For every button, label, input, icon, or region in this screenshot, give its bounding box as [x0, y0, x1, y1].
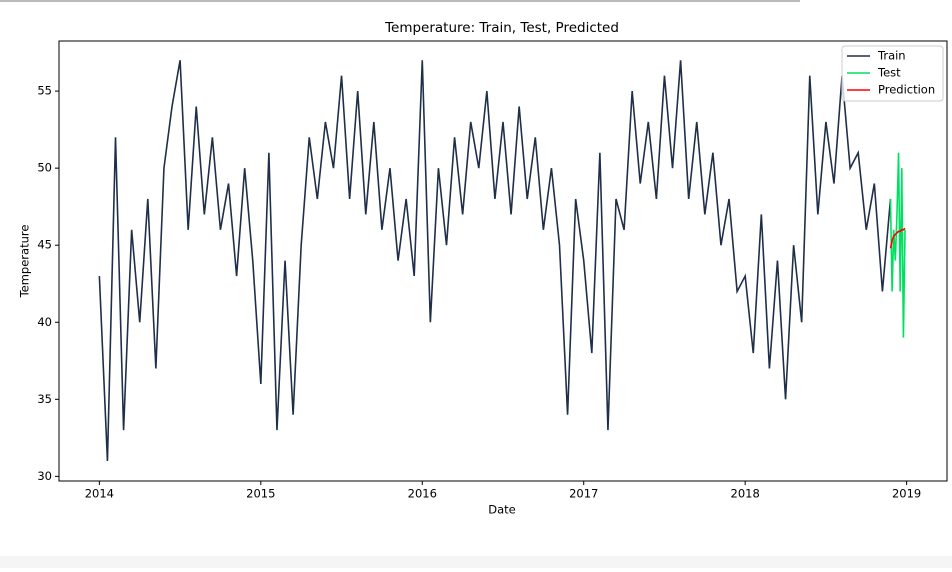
series-line — [889, 227, 906, 249]
axes-frame — [58, 40, 948, 482]
y-axis-label: Temperature — [18, 225, 32, 299]
legend-label: Prediction — [878, 83, 935, 97]
y-tick-label: 55 — [37, 84, 52, 98]
footer-band — [0, 556, 952, 568]
chart-title: Temperature: Train, Test, Predicted — [384, 20, 619, 36]
x-tick-label: 2015 — [246, 487, 275, 501]
x-axis-label: Date — [488, 503, 516, 517]
y-tick-label: 40 — [37, 315, 52, 329]
series-line — [98, 60, 892, 461]
y-tick-label: 50 — [37, 161, 52, 175]
legend-label: Test — [877, 66, 901, 80]
legend-label: Train — [877, 49, 906, 63]
legend-box — [841, 45, 944, 102]
x-tick-label: 2016 — [408, 487, 437, 501]
y-tick-label: 35 — [37, 392, 52, 406]
y-tick-label: 30 — [37, 469, 52, 483]
y-tick-label: 45 — [37, 238, 52, 252]
x-tick-label: 2019 — [892, 487, 921, 501]
x-tick-label: 2018 — [731, 487, 760, 501]
x-tick-label: 2014 — [85, 487, 114, 501]
series-line — [889, 152, 906, 338]
x-tick-label: 2017 — [569, 487, 598, 501]
